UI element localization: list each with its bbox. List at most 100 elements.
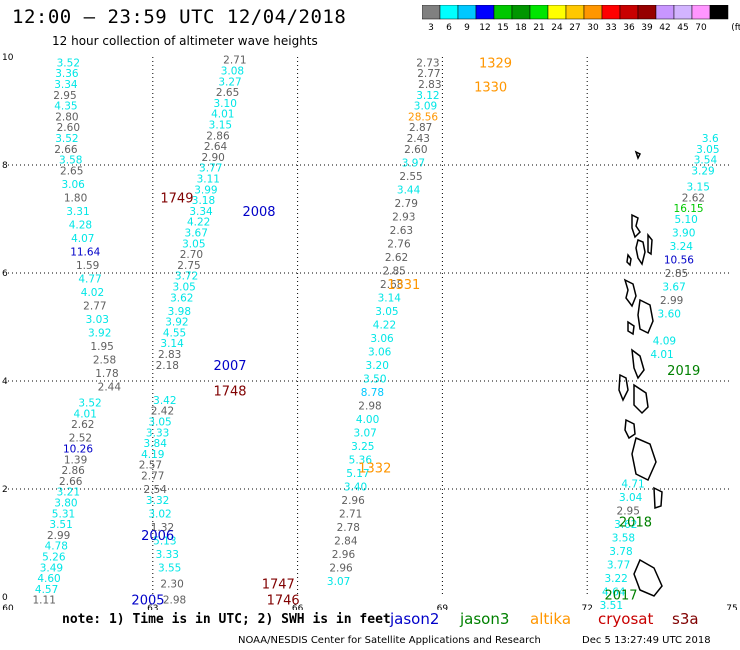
island-outline — [631, 348, 645, 380]
pass-id-label: 2005 — [131, 594, 164, 609]
lat-tick-label: 8 — [2, 161, 8, 171]
wave-height-value: 2.95 — [617, 506, 640, 518]
wave-height-value: 3.27 — [218, 76, 241, 88]
lon-tick-label: 75 — [726, 604, 737, 610]
island-outline — [631, 213, 641, 239]
wave-height-value: 3.67 — [185, 228, 208, 240]
wave-height-value: 4.01 — [211, 109, 234, 121]
wave-height-value: 2.75 — [177, 260, 200, 272]
island-outline — [633, 558, 663, 597]
wave-height-value: 2.66 — [54, 144, 78, 156]
wave-height-value: 2.43 — [407, 133, 430, 145]
wave-height-value: 1.95 — [90, 341, 113, 353]
wave-height-value: 3.05 — [148, 417, 171, 429]
pass-id-label: 1330 — [474, 81, 507, 96]
lat-tick-label: 0 — [2, 593, 8, 603]
wave-height-value: 3.06 — [370, 333, 394, 345]
wave-height-value: 2.77 — [417, 68, 440, 80]
pass-id-label: 2006 — [141, 529, 174, 544]
wave-height-value: 2.84 — [334, 535, 358, 547]
pass-id-label: 2018 — [619, 515, 652, 530]
pass-id-label: 1329 — [479, 56, 512, 71]
wave-height-value: 3.58 — [612, 533, 635, 545]
wave-height-value: 2.99 — [660, 295, 683, 307]
island-outline — [647, 232, 653, 256]
wave-height-value: 2.44 — [98, 381, 122, 393]
wave-height-value: 10.26 — [63, 444, 93, 456]
wave-height-value: 2.95 — [53, 90, 76, 102]
wave-height-value: 2.30 — [160, 579, 183, 591]
wave-height-value: 3.05 — [696, 144, 719, 156]
lon-tick-label: 66 — [292, 604, 304, 610]
wave-height-value: 4.28 — [69, 219, 92, 231]
lat-tick-label: 2 — [2, 485, 8, 495]
legend-label: 36 — [623, 23, 635, 33]
wave-height-value: 3.50 — [363, 373, 386, 385]
legend-label: 21 — [533, 23, 545, 33]
wave-height-value: 2.62 — [385, 252, 408, 264]
wave-height-value: 5.26 — [42, 552, 66, 564]
wave-height-value: 3.06 — [61, 179, 85, 191]
wave-height-value: 4.07 — [71, 233, 94, 245]
wave-height-value: 3.42 — [153, 395, 176, 407]
wave-height-value: 4.71 — [621, 479, 644, 491]
wave-height-value: 3.77 — [199, 163, 222, 175]
mission-label: jason3 — [460, 610, 510, 628]
wave-height-value: 3.72 — [175, 271, 198, 283]
wave-height-value: 5.10 — [674, 214, 697, 226]
wave-height-value: 4.77 — [78, 273, 101, 285]
wave-height-value: 3.92 — [88, 327, 111, 339]
wave-height-value: 2.96 — [332, 549, 356, 561]
page-subtitle: 12 hour collection of altimeter wave hei… — [52, 34, 318, 48]
wave-height-value: 3.33 — [146, 427, 169, 439]
wave-height-value: 2.85 — [665, 268, 688, 280]
wave-height-value: 3.49 — [40, 562, 63, 574]
credit-timestamp: Dec 5 13:27:49 UTC 2018 — [582, 635, 711, 646]
mission-label: altika — [530, 610, 572, 628]
wave-height-value: 2.80 — [55, 111, 78, 123]
wave-height-value: 2.85 — [382, 265, 405, 277]
island-outline — [624, 418, 636, 440]
wave-height-value: 3.67 — [662, 282, 685, 294]
wave-height-value: 5.36 — [349, 454, 373, 466]
wave-height-value: 8.78 — [361, 387, 384, 399]
wave-height-value: 3.52 — [55, 133, 78, 145]
legend-label: 27 — [569, 23, 581, 33]
wave-height-value: 2.52 — [69, 433, 92, 445]
pass-id-label: 1749 — [160, 191, 193, 206]
lon-tick-label: 60 — [2, 604, 14, 610]
wave-height-value: 3.98 — [168, 306, 191, 318]
wave-height-value: 3.10 — [214, 98, 237, 110]
wave-height-value: 2.93 — [392, 211, 415, 223]
wave-height-value: 3.05 — [172, 282, 195, 294]
legend-label: 70 — [695, 23, 707, 33]
pass-id-label: 2017 — [604, 588, 637, 603]
lat-tick-label: 6 — [2, 269, 8, 279]
wave-height-value: 4.09 — [653, 336, 676, 348]
wave-height-value: 2.58 — [93, 354, 116, 366]
wave-height-value: 1.11 — [33, 595, 56, 607]
wave-height-value: 3.22 — [604, 573, 627, 585]
wave-height-value: 3.40 — [344, 481, 367, 493]
wave-height-value: 3.51 — [49, 519, 72, 531]
wave-height-value: 2.55 — [399, 171, 422, 183]
mission-label: cryosat — [598, 610, 654, 628]
legend-label: 18 — [515, 23, 527, 33]
wave-height-value: 1.32 — [151, 522, 174, 534]
credit-text: NOAA/NESDIS Center for Satellite Applica… — [238, 635, 541, 646]
wave-height-value: 2.68 — [380, 279, 403, 291]
wave-height-value: 2.77 — [83, 300, 106, 312]
wave-height-value: 10.56 — [664, 255, 694, 267]
wave-height-value: 2.18 — [156, 360, 179, 372]
wave-height-value: 3.60 — [658, 309, 681, 321]
island-outline — [635, 238, 646, 266]
wave-height-value: 1.59 — [76, 260, 99, 272]
wave-height-value: 2.42 — [151, 406, 174, 418]
wave-height-value: 3.80 — [54, 498, 77, 510]
wave-height-value: 5.13 — [153, 535, 176, 547]
wave-height-value: 3.84 — [144, 438, 168, 450]
wave-height-value: 3.51 — [600, 600, 623, 610]
wave-height-value: 3.07 — [353, 427, 376, 439]
wave-height-value: 3.78 — [609, 546, 632, 558]
pass-id-label: 1747 — [262, 578, 295, 593]
